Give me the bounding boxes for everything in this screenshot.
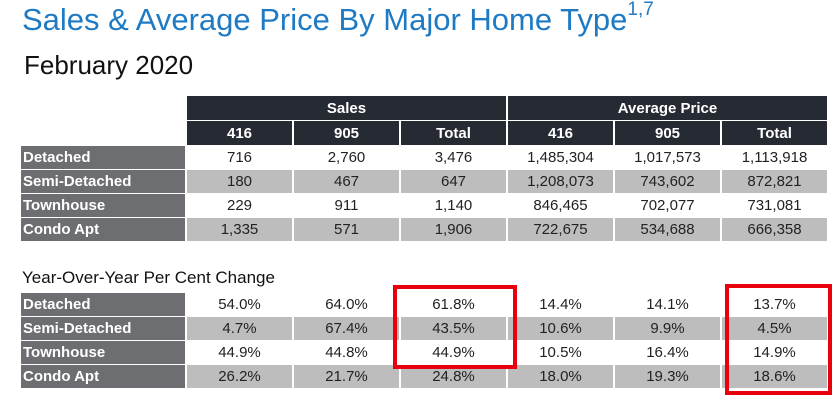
column-header: 416	[508, 121, 613, 145]
table-cell: 14.1%	[646, 296, 689, 313]
highlight-box-sales-total	[393, 285, 517, 369]
table-cell: 229	[226, 197, 253, 214]
group-header-average-price: Average Price	[508, 96, 827, 120]
table-row: Semi-Detached 4.7% 67.4% 43.5% 10.6% 9.9% 4.5%	[21, 317, 827, 340]
row-label: Detached	[21, 293, 185, 316]
title-text: Sales & Average Price By Major Home Type	[22, 2, 628, 37]
table-cell: 846,465	[533, 197, 588, 214]
table-cell: 666,358	[722, 218, 827, 241]
page-title: Sales & Average Price By Major Home Type…	[22, 0, 654, 38]
table-cell: 731,081	[747, 197, 802, 214]
table-row: Detached 54.0% 64.0% 61.8% 14.4% 14.1% 13.7%	[21, 293, 827, 316]
table-cell: 44.9%	[218, 344, 261, 361]
table-cell: 64.0%	[325, 296, 368, 313]
column-header: Total	[401, 121, 506, 145]
table-cell: 1,335	[187, 218, 292, 241]
table-cell: 2,760	[327, 149, 366, 166]
table-row: Townhouse 229 911 1,140 846,465 702,077 731,08…	[21, 194, 827, 217]
highlight-box-price-total	[725, 284, 832, 395]
table-cell: 44.8%	[325, 344, 368, 361]
sales-price-table: Sales Average Price 416 905 Total 416 905 Tota…	[19, 95, 829, 242]
table-cell: 1,017,573	[634, 149, 701, 166]
table-cell: 722,675	[508, 218, 613, 241]
table-cell: 10.6%	[508, 317, 613, 340]
row-label: Semi-Detached	[21, 170, 185, 193]
table-cell: 1,485,304	[527, 149, 594, 166]
table-cell: 18.0%	[508, 365, 613, 388]
table-cell: 19.3%	[615, 365, 720, 388]
table-cell: 1,906	[401, 218, 506, 241]
table-cell: 180	[187, 170, 292, 193]
table-cell: 13.7%	[753, 296, 796, 313]
table-cell: 10.5%	[539, 344, 582, 361]
table-cell: 43.5%	[401, 317, 506, 340]
table-cell: 872,821	[722, 170, 827, 193]
table-row: Townhouse 44.9% 44.8% 44.9% 10.5% 16.4% 14.9%	[21, 341, 827, 364]
table-cell: 647	[401, 170, 506, 193]
table-cell: 1,113,918	[741, 149, 808, 166]
table-cell: 16.4%	[646, 344, 689, 361]
row-label: Condo Apt	[21, 218, 185, 241]
table-cell: 702,077	[640, 197, 695, 214]
footnote-ref: 1,7	[627, 0, 654, 20]
column-header: Total	[722, 121, 827, 145]
table-cell: 67.4%	[294, 317, 399, 340]
table-cell: 61.8%	[432, 296, 475, 313]
table-cell: 1,140	[434, 197, 473, 214]
table-row: Condo Apt 1,335 571 1,906 722,675 534,688 666,…	[21, 218, 827, 241]
table-row: Condo Apt 26.2% 21.7% 24.8% 18.0% 19.3% 18.6%	[21, 365, 827, 388]
table-cell: 54.0%	[218, 296, 261, 313]
table-cell: 14.4%	[539, 296, 582, 313]
row-label: Townhouse	[21, 341, 185, 364]
table-cell: 26.2%	[187, 365, 292, 388]
row-label: Detached	[21, 146, 185, 169]
table-cell: 21.7%	[294, 365, 399, 388]
column-header: 416	[187, 121, 292, 145]
table-cell: 743,602	[615, 170, 720, 193]
table-cell: 18.6%	[722, 365, 827, 388]
subtitle: February 2020	[24, 50, 194, 80]
table-cell: 24.8%	[401, 365, 506, 388]
table-cell: 14.9%	[753, 344, 796, 361]
table-cell: 3,476	[434, 149, 473, 166]
yoy-table: Detached 54.0% 64.0% 61.8% 14.4% 14.1% 13.7% Se…	[19, 292, 829, 389]
table-cell: 571	[294, 218, 399, 241]
table-cell: 534,688	[615, 218, 720, 241]
group-header-sales: Sales	[187, 96, 506, 120]
row-label: Semi-Detached	[21, 317, 185, 340]
yoy-title: Year-Over-Year Per Cent Change	[22, 268, 275, 287]
row-label: Townhouse	[21, 194, 185, 217]
column-header: 905	[615, 121, 720, 145]
table-cell: 467	[294, 170, 399, 193]
column-header: 905	[294, 121, 399, 145]
table-cell: 1,208,073	[508, 170, 613, 193]
table-cell: 44.9%	[432, 344, 475, 361]
table-cell: 4.7%	[187, 317, 292, 340]
table-cell: 716	[226, 149, 253, 166]
table-cell: 4.5%	[722, 317, 827, 340]
row-label: Condo Apt	[21, 365, 185, 388]
table-cell: 9.9%	[615, 317, 720, 340]
table-row: Semi-Detached 180 467 647 1,208,073 743,602 87…	[21, 170, 827, 193]
table-cell: 911	[334, 197, 359, 214]
table-row: Detached 716 2,760 3,476 1,485,304 1,017,573 1…	[21, 146, 827, 169]
